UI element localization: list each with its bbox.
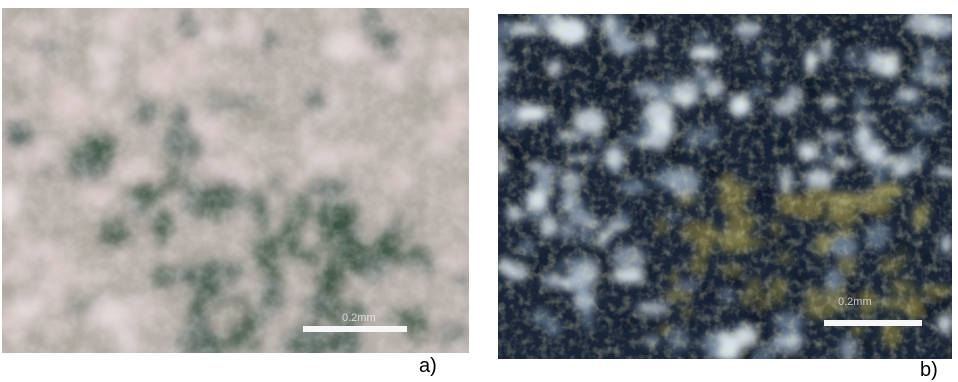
- panel-label-b: b): [920, 359, 938, 381]
- panel-label-a: a): [419, 355, 437, 377]
- scale-label-a: 0.2mm: [342, 312, 376, 324]
- scale-bar-b: [824, 320, 922, 326]
- micrograph-a-image: [2, 8, 469, 353]
- scale-label-b: 0.2mm: [838, 296, 872, 308]
- micrograph-b: 0.2mm: [498, 14, 952, 359]
- scale-bar-a: [303, 326, 407, 332]
- micrograph-b-image: [498, 14, 952, 359]
- micrograph-a: 0.2mm: [2, 8, 469, 353]
